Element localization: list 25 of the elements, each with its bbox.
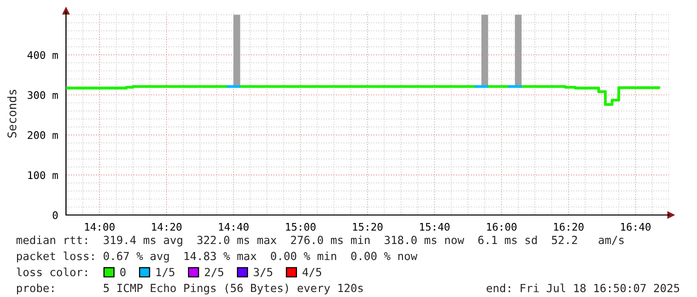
x-tick-label: 16:00 [487,222,517,231]
legend-label: 2/5 [204,268,224,278]
x-tick-label: 15:40 [420,222,450,231]
y-tick-label: 400 m [28,51,58,59]
x-tick-label: 15:00 [286,222,316,231]
x-tick-label: 14:40 [219,222,249,231]
text: median rtt: 319.4 ms avg 322.0 ms max 276.0 ms min 318.0 ms now 6.1 ms sd 52.2 am/s [16,236,624,246]
x-tick-label: 16:40 [621,222,651,231]
legend-label: 3/5 [254,268,272,278]
y-axis-title: Seconds [7,90,16,138]
legend-title: loss color: [16,268,87,276]
y-tick-label: 100 m [28,171,58,180]
text: packet loss: 0.67 % avg 14.83 % max 0.00 % min 0.00 % now [17,252,418,262]
text: end: Fri Jul 18 16:50:07 2025 [486,284,680,292]
y-tick-label: 200 m [28,131,58,140]
x-tick-label: 15:20 [353,222,383,231]
y-tick-label: 300 m [28,91,58,100]
y-tick-label: 0 [52,211,58,220]
legend-label: 0 [120,268,126,276]
x-tick-label: 16:20 [554,222,584,231]
x-tick-label: 14:20 [152,222,182,231]
text: probe: 5 ICMP Echo Pings (56 Bytes) every 120s [17,284,363,294]
x-tick-label: 14:00 [85,222,115,231]
legend-label: 4/5 [302,268,322,278]
legend-label: 1/5 [156,268,174,278]
